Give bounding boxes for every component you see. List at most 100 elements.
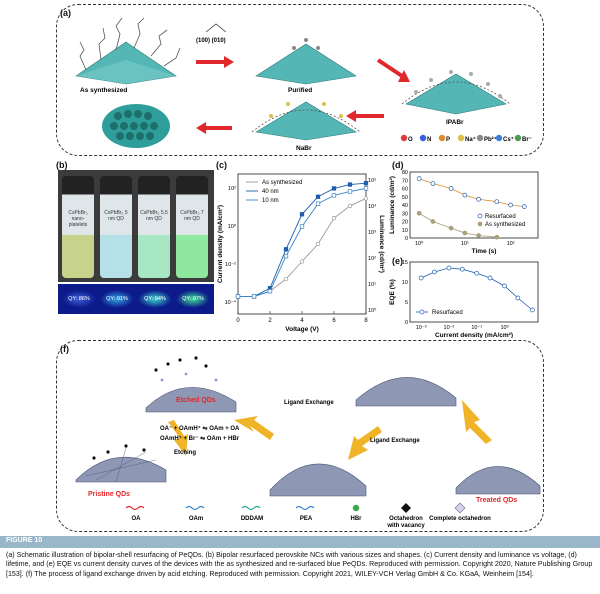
panel-b-letter: (b)	[56, 160, 68, 170]
chart-e-point	[474, 270, 480, 276]
figure-label-bar: FIGURE 10	[0, 536, 600, 548]
chart-c-point	[315, 201, 321, 206]
chart-d-point	[448, 186, 454, 191]
atom-legend-dot	[457, 134, 465, 142]
figure-label: FIGURE 10	[6, 537, 43, 544]
chart-c-point	[363, 181, 369, 186]
ipabr-label: IPABr	[446, 119, 464, 126]
vial: CsPbBr₃ 5 nm QD	[100, 176, 132, 278]
chart-d-point	[416, 210, 422, 216]
panel-f-legend-label: HBr	[350, 516, 362, 522]
chart-e-point	[502, 283, 507, 289]
chart-d-xlabel: Time (s)	[472, 248, 497, 255]
atom-legend-dot	[514, 134, 522, 142]
chart-d-legend-marker	[477, 221, 483, 227]
panel-f-frame	[56, 340, 544, 532]
nabr-label: NaBr	[296, 145, 312, 152]
chart-c-legend-label: 40 nm	[262, 189, 279, 195]
chart-c-point	[267, 289, 273, 294]
chart-c-xlabel: Voltage (V)	[285, 326, 318, 333]
chart-d-ylabel: Luminance (cd/m²)	[389, 176, 396, 234]
panel-a-frame	[56, 4, 544, 156]
legend-complete-octahedron-icon	[454, 502, 466, 514]
figure-caption: (a) Schematic illustration of bipolar-sh…	[6, 551, 593, 578]
chart-c-point	[283, 254, 289, 259]
chart-c-point	[347, 182, 353, 187]
chart-e-frame	[409, 261, 539, 323]
atom-legend-dot	[476, 134, 484, 142]
chart-e-ylabel: EQE (%)	[389, 279, 396, 305]
chart-c-point	[363, 196, 369, 201]
chart-c-xtick-label: 6	[332, 318, 336, 324]
chart-c-point	[299, 259, 305, 264]
chart-c: 0 2 4 6 8 10² 10⁰ 10⁻² 10⁻⁴ 10⁵ 10⁴ 10³ 10² 10¹ 10⁰ Vol…	[217, 173, 385, 333]
chart-d-point	[430, 181, 436, 186]
facet-label: (100) (010)	[196, 38, 226, 44]
chart-d-point	[462, 230, 468, 236]
pristine-qd	[75, 444, 167, 483]
chart-e-ytick-label: 10	[402, 280, 408, 286]
vial-label: CsPbBr₃ 5.5 nm QD	[140, 210, 168, 222]
chart-c-point	[331, 193, 337, 198]
chart-e-xtick-label: 10⁻²	[444, 325, 455, 331]
chart-e-point	[459, 266, 465, 272]
panel-f-schematic: OA⁻ + OAmH⁺ ⇋ OAm + OA OAmH⁺ + Br⁻ ⇋ OAm…	[75, 356, 541, 529]
vials-row: CsPbBr₃ nano-platelets CsPbBr₃ 5 nm QD CsP…	[58, 170, 214, 282]
ligand-exchange-1: Ligand Exchange	[284, 400, 334, 406]
chart-c-point	[315, 194, 321, 199]
chart-c-point	[331, 216, 337, 221]
chart-c-point	[331, 186, 337, 191]
chart-e-xtick-label: 10⁻¹	[471, 325, 482, 331]
chart-d-point	[416, 176, 422, 181]
eq1: OA⁻ + OAmH⁺ ⇋ OAm + OA	[160, 424, 240, 432]
qy-label: QY: 86%	[62, 290, 96, 308]
chart-c-point	[235, 294, 241, 299]
panel-a-letter: (a)	[60, 8, 71, 18]
chart-e-point	[418, 275, 424, 281]
atom-legend-label: Na⁺	[465, 136, 476, 143]
chart-e-point	[530, 307, 535, 313]
chart-d-point	[462, 192, 468, 198]
chart-d-xtick-label: 10²	[507, 241, 515, 247]
chart-c-y2tick-label: 10⁴	[368, 203, 377, 210]
chart-d-ytick-label: 0	[405, 236, 408, 242]
chart-c-ytick-label: 10⁰	[228, 223, 237, 230]
chart-c-y2label: Luminance (cd/m²)	[378, 215, 385, 273]
chart-c-point	[347, 189, 353, 194]
chart-d-point	[448, 225, 454, 231]
treated-qd	[455, 466, 541, 495]
vial: CsPbBr₃ nano-platelets	[62, 176, 94, 278]
chart-c-xtick-label: 8	[364, 318, 368, 324]
atom-legend-label: Cs⁺	[503, 136, 514, 143]
chart-e-ytick-label: 0	[405, 320, 408, 326]
atom-legend: O N P Na⁺ Pb²⁺ Cs⁺ Br⁻	[400, 134, 532, 143]
arrow-1-head	[224, 56, 234, 68]
chart-c-xtick-label: 4	[300, 318, 304, 324]
chart-d-point	[430, 219, 436, 224]
panel-e-letter: (e)	[392, 256, 403, 266]
arrow-4-head	[196, 122, 206, 134]
chart-e-xtick-label: 10⁻³	[416, 325, 427, 331]
chart-c-point	[363, 186, 369, 191]
chart-c-xtick-label: 2	[268, 318, 272, 324]
atom-legend-label: Br⁻	[522, 137, 532, 143]
qy-label: QY: 94%	[138, 290, 172, 308]
chart-e-point	[446, 265, 452, 271]
chart-c-y2tick-label: 10³	[368, 230, 376, 236]
chart-d-ytick-label: 40	[402, 203, 408, 209]
chart-e-xlabel: Current density (mA/cm²)	[435, 332, 513, 338]
chart-c-point	[299, 224, 305, 229]
legend-ligand-icon	[185, 505, 205, 511]
chart-c-point	[283, 276, 289, 282]
chart-d-legend-label: As synthesized	[485, 222, 525, 228]
chart-d-series-line	[418, 212, 497, 238]
chart-c-point	[283, 247, 289, 252]
chart-c-y2tick-label: 10¹	[368, 282, 376, 288]
arrow-3-head	[346, 110, 356, 122]
chart-c-y2tick-label: 10⁵	[368, 177, 376, 184]
panel-f-legend-label: PEA	[300, 516, 313, 522]
chart-d-point	[494, 234, 500, 240]
chart-d-ytick-label: 30	[402, 211, 408, 217]
central-qd	[269, 463, 367, 497]
